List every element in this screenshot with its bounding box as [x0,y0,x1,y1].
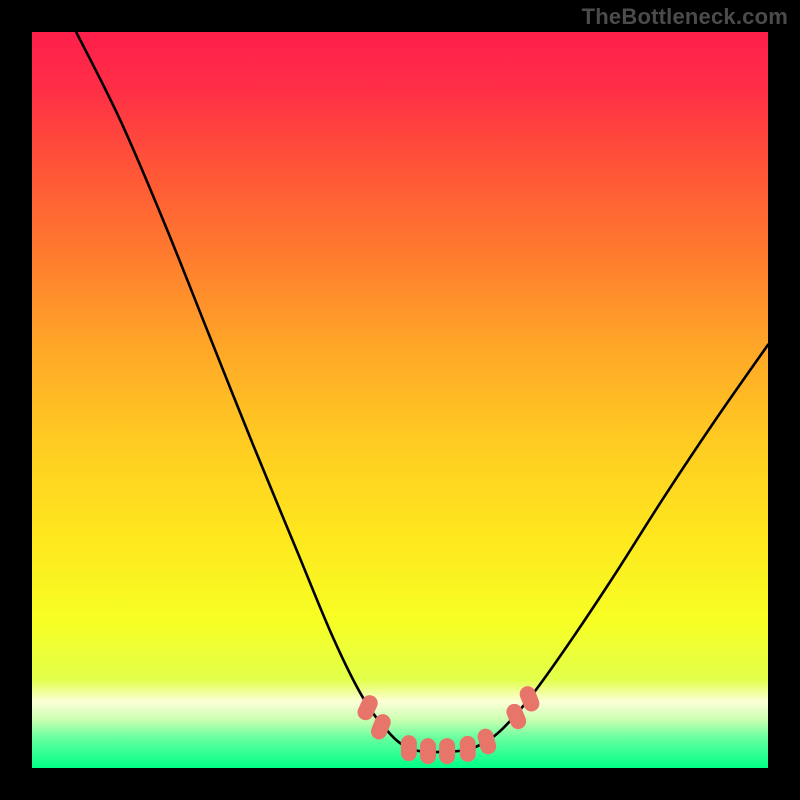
watermark-label: TheBottleneck.com [582,4,788,30]
curve-marker [460,736,476,762]
curve-marker [401,735,417,761]
curve-marker [439,738,455,764]
plot-area [32,32,768,768]
curve-marker [420,738,436,764]
chart-frame: TheBottleneck.com [0,0,800,800]
gradient-background [32,32,768,768]
bottleneck-curve-chart [32,32,768,768]
